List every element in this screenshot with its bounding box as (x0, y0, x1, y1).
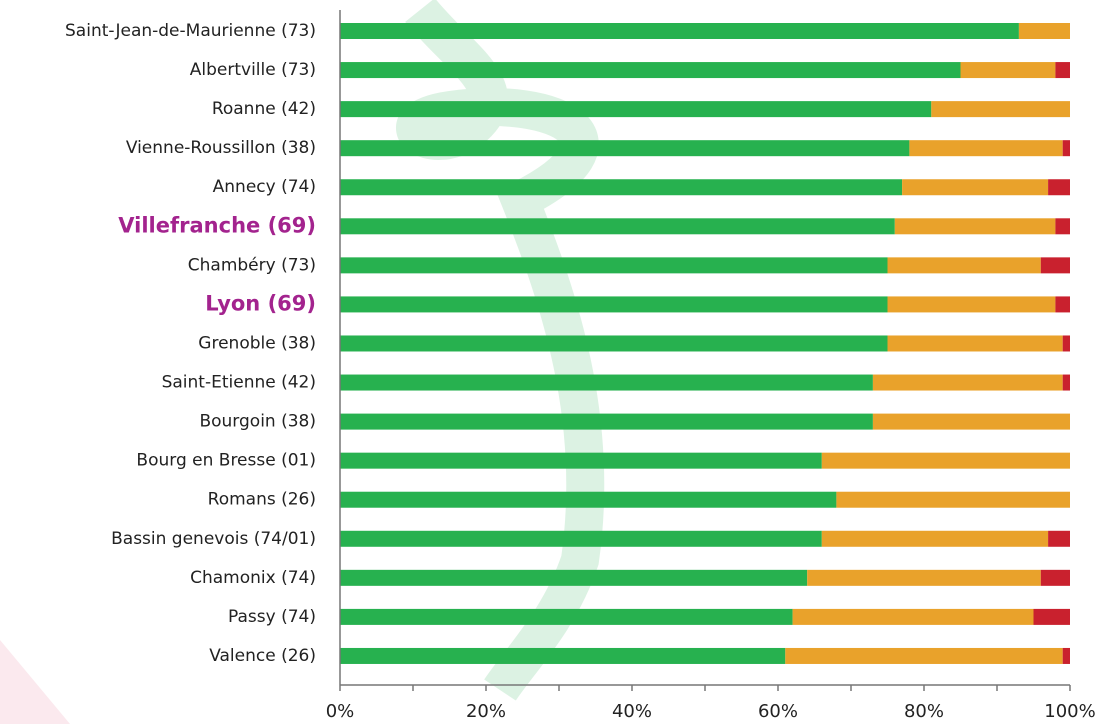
bar-segment (340, 62, 961, 78)
bar-segment (340, 179, 902, 195)
bar-segment (340, 296, 888, 312)
x-tick-label: 0% (326, 701, 355, 722)
bar-segment (340, 414, 873, 430)
bar-segment (1041, 257, 1070, 273)
category-label: Grenoble (38) (198, 333, 316, 353)
category-label: Saint-Etienne (42) (162, 373, 316, 393)
bar-segment (340, 492, 836, 508)
category-label: Saint-Jean-de-Maurienne (73) (65, 21, 316, 41)
bar-segment (909, 140, 1062, 156)
bar-segment (888, 257, 1041, 273)
x-tick-label: 80% (904, 701, 944, 722)
category-label: Passy (74) (228, 607, 316, 627)
bar-segment (340, 375, 873, 391)
bar-segment (873, 375, 1063, 391)
bar-segment (1055, 218, 1070, 234)
chart: Saint-Jean-de-Maurienne (73) Albertville … (0, 0, 1099, 724)
x-tick-label: 20% (466, 701, 506, 722)
bar-segment (1063, 648, 1070, 664)
bar-segment (785, 648, 1062, 664)
bar-segment (888, 335, 1063, 351)
category-label: Chambéry (73) (188, 255, 316, 275)
bar-segment (1041, 570, 1070, 586)
bar-segment (873, 414, 1070, 430)
category-label: Lyon (69) (205, 291, 316, 315)
x-tick-label: 100% (1044, 701, 1095, 722)
bar-segment (1063, 375, 1070, 391)
bar-segment (340, 257, 888, 273)
bar-segment (1055, 296, 1070, 312)
bar-segment (340, 218, 895, 234)
category-label: Bassin genevois (74/01) (111, 529, 316, 549)
bar-segment (340, 531, 822, 547)
category-label: Annecy (74) (213, 177, 316, 197)
category-label: Bourgoin (38) (199, 412, 316, 432)
corner-decoration (0, 640, 70, 724)
category-label: Valence (26) (209, 646, 316, 666)
bar-segment (340, 101, 931, 117)
bar-segment (793, 609, 1034, 625)
category-label: Romans (26) (208, 490, 316, 510)
bar-segment (1048, 179, 1070, 195)
bar-segment (1048, 531, 1070, 547)
bar-segment (340, 453, 822, 469)
bar-segment (888, 296, 1056, 312)
bar-segment (895, 218, 1056, 234)
bar-segment (1019, 23, 1070, 39)
bar-segment (340, 335, 888, 351)
bar-segment (340, 140, 909, 156)
category-label: Albertville (73) (190, 60, 316, 80)
x-tick-label: 60% (758, 701, 798, 722)
x-tick-label: 40% (612, 701, 652, 722)
bar-segment (836, 492, 1070, 508)
category-label: Chamonix (74) (190, 568, 316, 588)
bar-segment (807, 570, 1041, 586)
category-label: Vienne-Roussillon (38) (126, 138, 316, 158)
bar-segment (1063, 335, 1070, 351)
bar-segment (931, 101, 1070, 117)
bar-segment (340, 648, 785, 664)
bar-segment (340, 23, 1019, 39)
bar-segment (1034, 609, 1071, 625)
category-label: Bourg en Bresse (01) (136, 451, 316, 471)
bar-segment (340, 609, 793, 625)
category-label: Roanne (42) (212, 99, 316, 119)
category-label: Villefranche (69) (118, 213, 316, 237)
bar-segment (822, 453, 1070, 469)
bar-segment (1063, 140, 1070, 156)
bar-segment (340, 570, 807, 586)
bar-segment (1055, 62, 1070, 78)
bar-segment (902, 179, 1048, 195)
bar-segment (822, 531, 1048, 547)
bar-segment (961, 62, 1056, 78)
